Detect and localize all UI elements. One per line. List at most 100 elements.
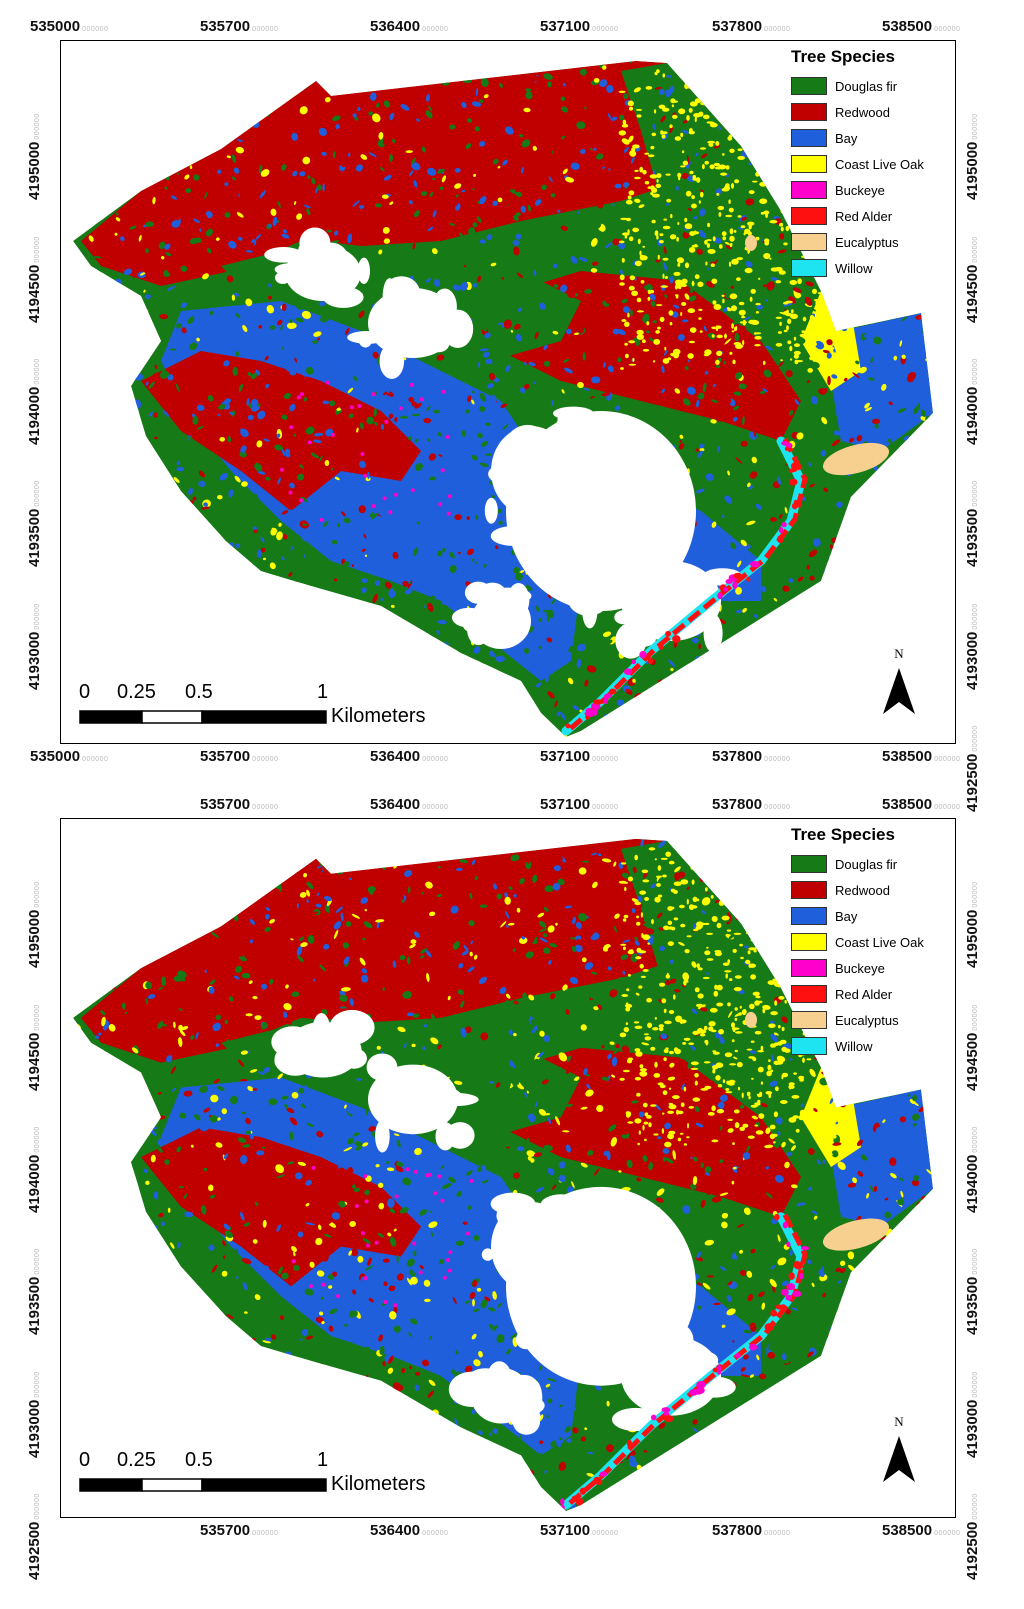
x-tick-bottom: 536400 000000 (370, 748, 448, 765)
legend-label: Coast Live Oak (835, 934, 924, 950)
y-tick-left: 4193500000000 (26, 1248, 43, 1335)
y-tick-right: 4193000000000 (964, 1371, 981, 1458)
tick-value: 537800 (712, 796, 763, 813)
legend-item: Willow (791, 1033, 941, 1059)
legend-swatch (791, 933, 827, 951)
tick-subscript: 000000 (34, 1126, 41, 1153)
tick-subscript: 000000 (252, 1530, 279, 1537)
tick-subscript: 000000 (934, 756, 961, 763)
tick-value: 4194000 (964, 386, 981, 445)
tick-value: 4195000 (964, 141, 981, 200)
x-tick-bottom: 537100 000000 (540, 748, 618, 765)
y-tick-left: 4193500000000 (26, 480, 43, 567)
tick-value: 4193000 (964, 631, 981, 690)
tick-subscript: 000000 (972, 1004, 979, 1031)
legend-title: Tree Species (791, 825, 895, 844)
tick-value: 4193500 (964, 1276, 981, 1335)
scale-label: 0.25 (117, 1449, 156, 1471)
tick-value: 535700 (200, 18, 251, 35)
x-tick-top: 537800 000000 (712, 796, 790, 813)
tick-value: 4193000 (26, 1399, 43, 1458)
tick-value: 536400 (370, 796, 421, 813)
tick-subscript: 000000 (764, 1530, 791, 1537)
y-tick-right: 4195000000000 (964, 113, 981, 200)
tick-value: 4194500 (26, 264, 43, 323)
tick-subscript: 000000 (972, 881, 979, 908)
tick-value: 4193500 (26, 1276, 43, 1335)
x-tick-bottom: 537800 000000 (712, 748, 790, 765)
tick-value: 4193000 (26, 631, 43, 690)
tick-subscript: 000000 (592, 1530, 619, 1537)
legend: Tree Species Douglas fir Redwood Bay Coast … (791, 825, 941, 1059)
legend-label: Douglas fir (835, 856, 898, 872)
x-tick-top: 536400 000000 (370, 18, 448, 35)
tick-subscript: 000000 (422, 26, 449, 33)
tick-value: 4194000 (964, 1154, 981, 1213)
legend-item: Eucalyptus (791, 1007, 941, 1033)
legend-swatch (791, 1011, 827, 1029)
tick-subscript: 000000 (972, 1371, 979, 1398)
tick-subscript: 000000 (972, 1126, 979, 1153)
legend-swatch (791, 207, 827, 225)
legend-label: Douglas fir (835, 78, 898, 94)
x-tick-top: 537100 000000 (540, 796, 618, 813)
tick-subscript: 000000 (82, 756, 109, 763)
tick-value: 537100 (540, 748, 591, 765)
tick-value: 535700 (200, 1522, 251, 1539)
y-tick-left: 4195000000000 (26, 881, 43, 968)
tick-subscript: 000000 (972, 1248, 979, 1275)
tick-value: 537100 (540, 1522, 591, 1539)
tick-value: 538500 (882, 748, 933, 765)
legend-label: Red Alder (835, 208, 893, 224)
tick-value: 4194500 (26, 1032, 43, 1091)
scale-label: 0 (79, 1449, 91, 1471)
tick-subscript: 000000 (972, 603, 979, 630)
legend-item: Eucalyptus (791, 229, 941, 255)
y-tick-right: 4193000000000 (964, 603, 981, 690)
tick-value: 537800 (712, 748, 763, 765)
scale-label: 0.25 (117, 681, 156, 703)
y-tick-left: 4194500000000 (26, 1004, 43, 1091)
tick-value: 4194000 (26, 1154, 43, 1213)
x-tick-bottom: 538500 000000 (882, 1522, 960, 1539)
legend-item: Coast Live Oak (791, 929, 941, 955)
x-tick-top: 535000 000000 (30, 18, 108, 35)
legend-label: Eucalyptus (835, 1012, 899, 1028)
north-arrow: N (879, 646, 919, 716)
tick-subscript: 000000 (82, 26, 109, 33)
legend-swatch (791, 855, 827, 873)
north-label: N (894, 646, 904, 661)
legend-label: Coast Live Oak (835, 156, 924, 172)
x-tick-top: 535700 000000 (200, 796, 278, 813)
tick-subscript: 000000 (34, 113, 41, 140)
tick-value: 535000 (30, 18, 81, 35)
tick-subscript: 000000 (34, 1004, 41, 1031)
legend-label: Redwood (835, 882, 890, 898)
scale-bar-graphic (79, 710, 327, 724)
tick-subscript: 000000 (34, 358, 41, 385)
tick-subscript: 000000 (252, 756, 279, 763)
tick-value: 4193500 (26, 508, 43, 567)
legend-swatch (791, 959, 827, 977)
scale-label: 0.5 (185, 681, 213, 703)
y-tick-right: 4194500000000 (964, 1004, 981, 1091)
tick-subscript: 000000 (934, 26, 961, 33)
y-tick-right: 4192500000000 (964, 1493, 981, 1580)
tick-value: 4194000 (26, 386, 43, 445)
tick-value: 535700 (200, 748, 251, 765)
scale-bar: 0 0.25 0.5 1 Kilometers (79, 681, 479, 741)
legend-swatch (791, 181, 827, 199)
x-tick-top: 537800 000000 (712, 18, 790, 35)
legend-items: Douglas fir Redwood Bay Coast Live Oak Bucke… (791, 851, 941, 1059)
x-tick-bottom: 537800 000000 (712, 1522, 790, 1539)
tick-subscript: 000000 (422, 804, 449, 811)
study-area (73, 838, 933, 1512)
tick-subscript: 000000 (592, 756, 619, 763)
tick-value: 4192500 (964, 1521, 981, 1580)
study-area (73, 61, 933, 737)
legend-label: Red Alder (835, 986, 893, 1002)
tick-value: 4193000 (964, 1399, 981, 1458)
tick-value: 537100 (540, 18, 591, 35)
map-frame: Tree Species Douglas fir Redwood Bay Coast … (60, 818, 956, 1518)
x-tick-top: 538500 000000 (882, 796, 960, 813)
